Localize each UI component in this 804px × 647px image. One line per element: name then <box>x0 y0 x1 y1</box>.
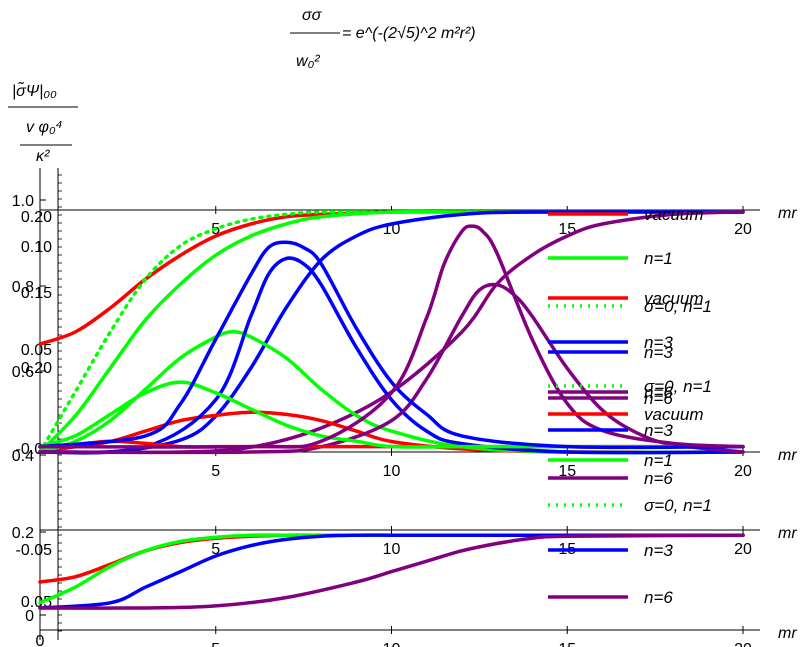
x-tick-label: 15 <box>558 641 576 647</box>
legend-label: σ=0, n=1 <box>644 297 712 316</box>
title-denominator: w₀² <box>296 53 320 70</box>
x-tick-label: 10 <box>383 641 401 647</box>
x-tick-label: 5 <box>211 541 220 558</box>
x-tick-label: 10 <box>383 541 401 558</box>
series-line-n-3-panel-3 <box>38 533 745 610</box>
series-line-n-1-panel-1 <box>38 330 745 455</box>
legend-label: σ=0, n=1 <box>644 496 712 515</box>
legend-label: n=1 <box>644 451 673 470</box>
y-tick-label-inner: 0.20 <box>21 209 52 226</box>
y-tick-label: 0.2 <box>12 525 34 542</box>
ylabel-top: |σ̃Ψ|₀₀ <box>12 80 57 100</box>
x-tick-label: 0 <box>36 633 45 647</box>
legend-label: vacuum <box>644 205 704 224</box>
legend-label: n=3 <box>644 333 673 352</box>
y-tick-label: 0 <box>25 608 34 625</box>
series-line-n-6-panel-3 <box>38 533 745 610</box>
x-tick-label: 5 <box>211 463 220 480</box>
ylabel-mid: v φ₀⁴ <box>26 119 63 136</box>
legend-label: n=6 <box>644 469 673 488</box>
y-tick-label-inner: 0.05 <box>21 342 52 359</box>
x-axis-label: mr <box>778 525 797 542</box>
series-line-n-1-panel-0 <box>38 209 745 454</box>
legend-label: n=3 <box>644 421 673 440</box>
series-line-n-6-panel-1 <box>38 282 745 455</box>
y-tick-label: 1.0 <box>12 193 34 210</box>
y-tick-label-inner: 0.20 <box>21 360 52 377</box>
title-rhs: = e^(-(2√5)^2 m²r²) <box>342 25 476 42</box>
y-tick-label: 0.8 <box>12 279 34 296</box>
series-line-n-6-panel-2 <box>38 224 745 449</box>
legend-label: n=3 <box>644 343 673 362</box>
x-axis-label: mr <box>778 205 797 222</box>
legend-label: n=6 <box>644 383 673 402</box>
ylabel-bottom: κ² <box>36 148 50 165</box>
series-line-n-3-panel-0 <box>38 210 745 455</box>
series-line-n-1-panel-2 <box>38 380 745 449</box>
x-tick-label: 5 <box>211 641 220 647</box>
series-line-n-6-panel-0 <box>38 210 745 455</box>
series-line--0-n-1-panel-0 <box>38 210 745 454</box>
x-tick-label: 20 <box>734 641 752 647</box>
x-tick-label: 10 <box>383 463 401 480</box>
x-tick-label: 15 <box>558 463 576 480</box>
x-tick-label: 20 <box>734 541 752 558</box>
y-tick-label-inner: 0.15 <box>21 285 52 302</box>
x-axis-label: mr <box>778 447 797 464</box>
legend-label: n=1 <box>644 249 673 268</box>
y-tick-label-inner: -0.05 <box>16 542 53 559</box>
y-tick-label-inner: 0.10 <box>21 239 52 256</box>
series-line-n-3-panel-1 <box>38 256 745 455</box>
legend-label: n=6 <box>644 389 673 408</box>
legend-label: n=6 <box>644 588 673 607</box>
series-line-n-3-panel-2 <box>38 240 745 450</box>
x-axis-label: mr <box>778 625 797 642</box>
legend-label: σ=0, n=1 <box>644 377 712 396</box>
y-tick-label: 0.4 <box>12 448 34 465</box>
x-tick-label: 20 <box>734 221 752 238</box>
legend-label: n=3 <box>644 541 673 560</box>
y-tick-label: 0.6 <box>12 364 34 381</box>
legend-label: vacuum <box>644 405 704 424</box>
x-tick-label: 20 <box>734 463 752 480</box>
title-numerator: σσ <box>302 7 323 24</box>
legend-label: vacuum <box>644 289 704 308</box>
